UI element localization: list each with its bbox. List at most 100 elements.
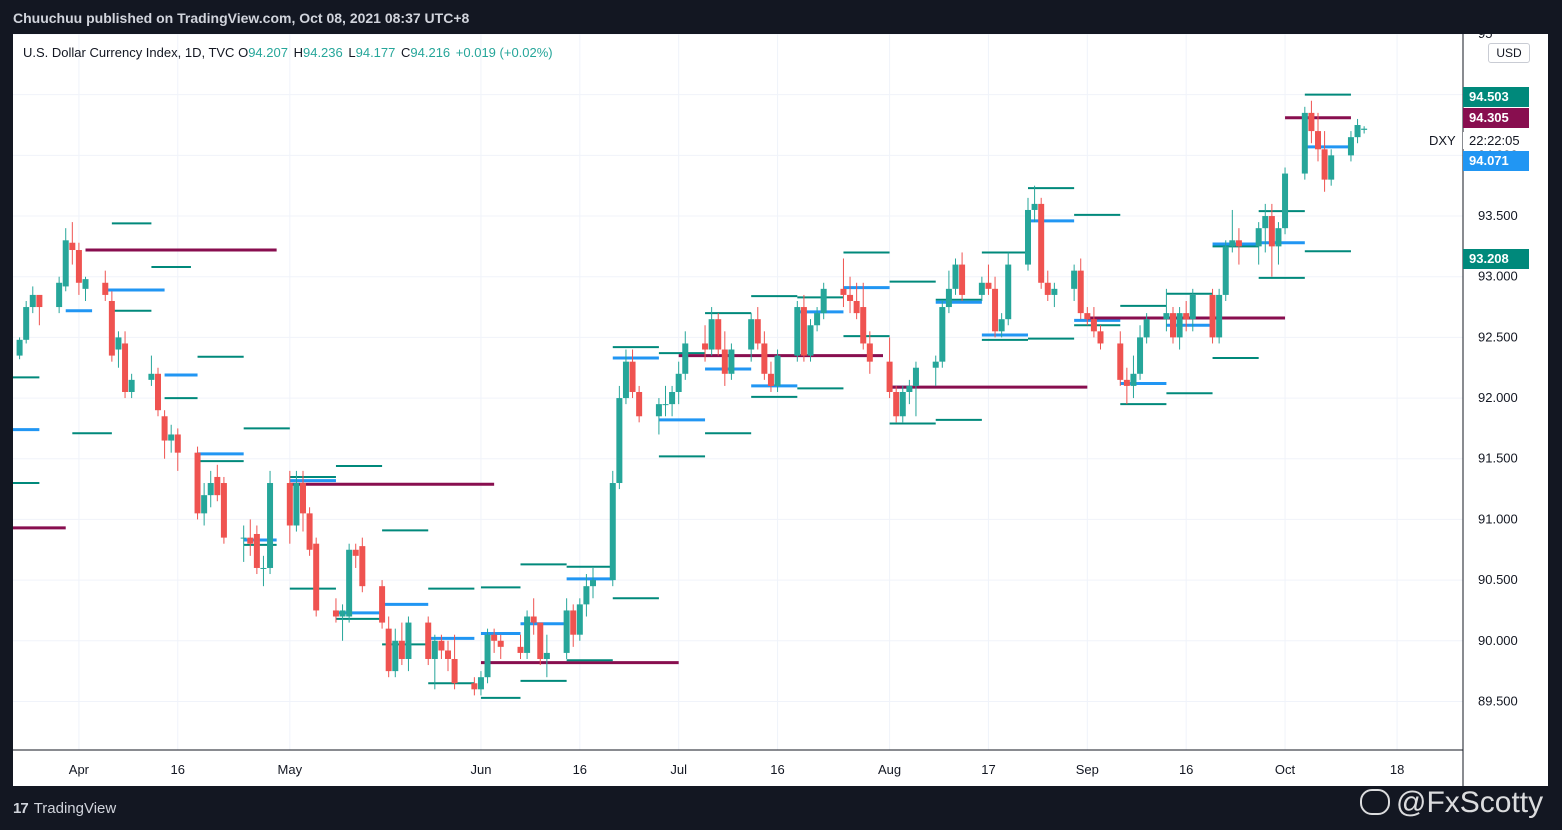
candle-body xyxy=(293,483,300,526)
candle-body xyxy=(161,416,168,441)
candle-body xyxy=(1347,137,1354,156)
tradingview-logo[interactable]: 17 TradingView xyxy=(13,800,116,817)
candle-body xyxy=(906,385,913,392)
bar-countdown: 22:22:05 xyxy=(1463,132,1529,149)
candle-body xyxy=(932,361,939,368)
candle-body xyxy=(1235,240,1242,247)
candle-body xyxy=(998,319,1005,332)
date-tick-label: Apr xyxy=(69,762,90,777)
candle-body xyxy=(853,300,860,314)
candle-body xyxy=(1117,343,1124,380)
candle-body xyxy=(1090,319,1097,332)
candle-body xyxy=(1176,313,1183,338)
candle-body xyxy=(985,282,992,289)
date-tick-label: Jul xyxy=(670,762,687,777)
candle-body xyxy=(1209,294,1216,338)
candle-body xyxy=(253,533,260,568)
candle-body xyxy=(715,319,722,350)
candle-body xyxy=(675,373,682,392)
date-tick-label: Aug xyxy=(878,762,901,777)
date-tick-label: 16 xyxy=(1179,762,1193,777)
open-value: 94.207 xyxy=(248,45,288,60)
candle-body xyxy=(1183,313,1190,320)
candle-body xyxy=(912,367,919,386)
candle-body xyxy=(708,319,715,350)
price-tick-label: 93.500 xyxy=(1478,208,1518,223)
candle-body xyxy=(847,294,854,301)
price-tick-label: 92.500 xyxy=(1478,329,1518,344)
candle-body xyxy=(207,483,214,496)
candle-body xyxy=(655,404,662,417)
candle-body xyxy=(300,483,306,514)
date-tick-label: 18 xyxy=(1390,762,1404,777)
candle-body xyxy=(543,652,550,659)
candle-body xyxy=(682,343,689,374)
candle-body xyxy=(945,288,952,308)
candle-body xyxy=(267,483,274,568)
candle-body xyxy=(1354,125,1361,138)
candle-body xyxy=(1123,379,1130,386)
low-value: 94.177 xyxy=(355,45,396,60)
candle-body xyxy=(636,392,643,417)
watermark-text: @FxScotty xyxy=(1396,786,1544,819)
candle-body xyxy=(392,640,399,672)
candle-body xyxy=(115,337,122,350)
date-tick-label: May xyxy=(278,762,303,777)
candle-body xyxy=(754,319,761,344)
date-tick-label: Jun xyxy=(470,762,491,777)
candle-body xyxy=(174,434,181,453)
price-tick-label: 90.000 xyxy=(1478,633,1518,648)
candle-body xyxy=(702,343,709,350)
candle-body xyxy=(1038,203,1045,283)
candle-body xyxy=(590,580,596,587)
price-badge-blue: 94.071 xyxy=(1463,151,1529,171)
symbol-name: U.S. Dollar Currency Index, 1D, TVC xyxy=(23,45,235,60)
candle-body xyxy=(609,483,616,581)
candle-body xyxy=(168,434,175,441)
candle-body xyxy=(75,250,82,283)
candle-body xyxy=(1308,112,1315,132)
candle-body xyxy=(767,373,774,386)
candle-body xyxy=(866,343,873,362)
chart-pane[interactable]: 9594.50094.00093.50093.00092.50092.00091… xyxy=(13,34,1548,786)
candle-body xyxy=(82,279,89,289)
high-value: 94.236 xyxy=(302,45,343,60)
candle-body xyxy=(477,677,484,690)
candle-body xyxy=(1025,209,1031,265)
date-tick-label: Oct xyxy=(1275,762,1296,777)
candle-body xyxy=(1301,112,1308,174)
candle-body xyxy=(1361,128,1368,130)
candle-body xyxy=(346,549,353,617)
candle-body xyxy=(425,622,432,659)
candle-body xyxy=(992,288,999,332)
candle-body xyxy=(576,604,583,635)
author-watermark: @FxScotty xyxy=(1360,786,1543,820)
candlestick-chart[interactable]: 9594.50094.00093.50093.00092.50092.00091… xyxy=(13,34,1548,786)
candle-body xyxy=(893,392,900,417)
candle-body xyxy=(306,513,313,550)
candle-body xyxy=(761,343,768,374)
candle-body xyxy=(359,546,366,587)
candle-body xyxy=(959,264,966,295)
tradingview-logo-icon: 17 xyxy=(13,800,29,817)
change-value: +0.019 (+0.02%) xyxy=(455,45,553,60)
candle-body xyxy=(471,683,478,690)
candle-body xyxy=(1328,155,1335,180)
candle-body xyxy=(530,616,537,623)
candle-body xyxy=(379,586,386,623)
candle-body xyxy=(1229,240,1236,247)
currency-button[interactable]: USD xyxy=(1488,43,1530,63)
candle-body xyxy=(1163,313,1170,320)
candle-body xyxy=(405,622,412,659)
candle-body xyxy=(517,646,524,653)
candle-body xyxy=(537,622,544,659)
candle-body xyxy=(69,242,76,251)
candle-body xyxy=(952,264,959,289)
candle-body xyxy=(728,349,735,374)
candle-body xyxy=(201,495,208,514)
candle-body xyxy=(155,373,161,411)
candle-body xyxy=(616,398,623,484)
candle-body xyxy=(398,640,405,659)
candle-body xyxy=(1268,216,1275,247)
candle-body xyxy=(899,392,906,417)
